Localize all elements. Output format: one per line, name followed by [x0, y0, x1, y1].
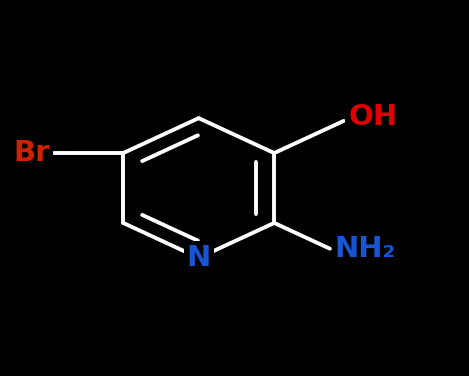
Text: NH₂: NH₂	[334, 235, 396, 263]
Text: Br: Br	[13, 139, 50, 167]
Text: N: N	[187, 244, 211, 272]
Text: OH: OH	[348, 103, 397, 131]
